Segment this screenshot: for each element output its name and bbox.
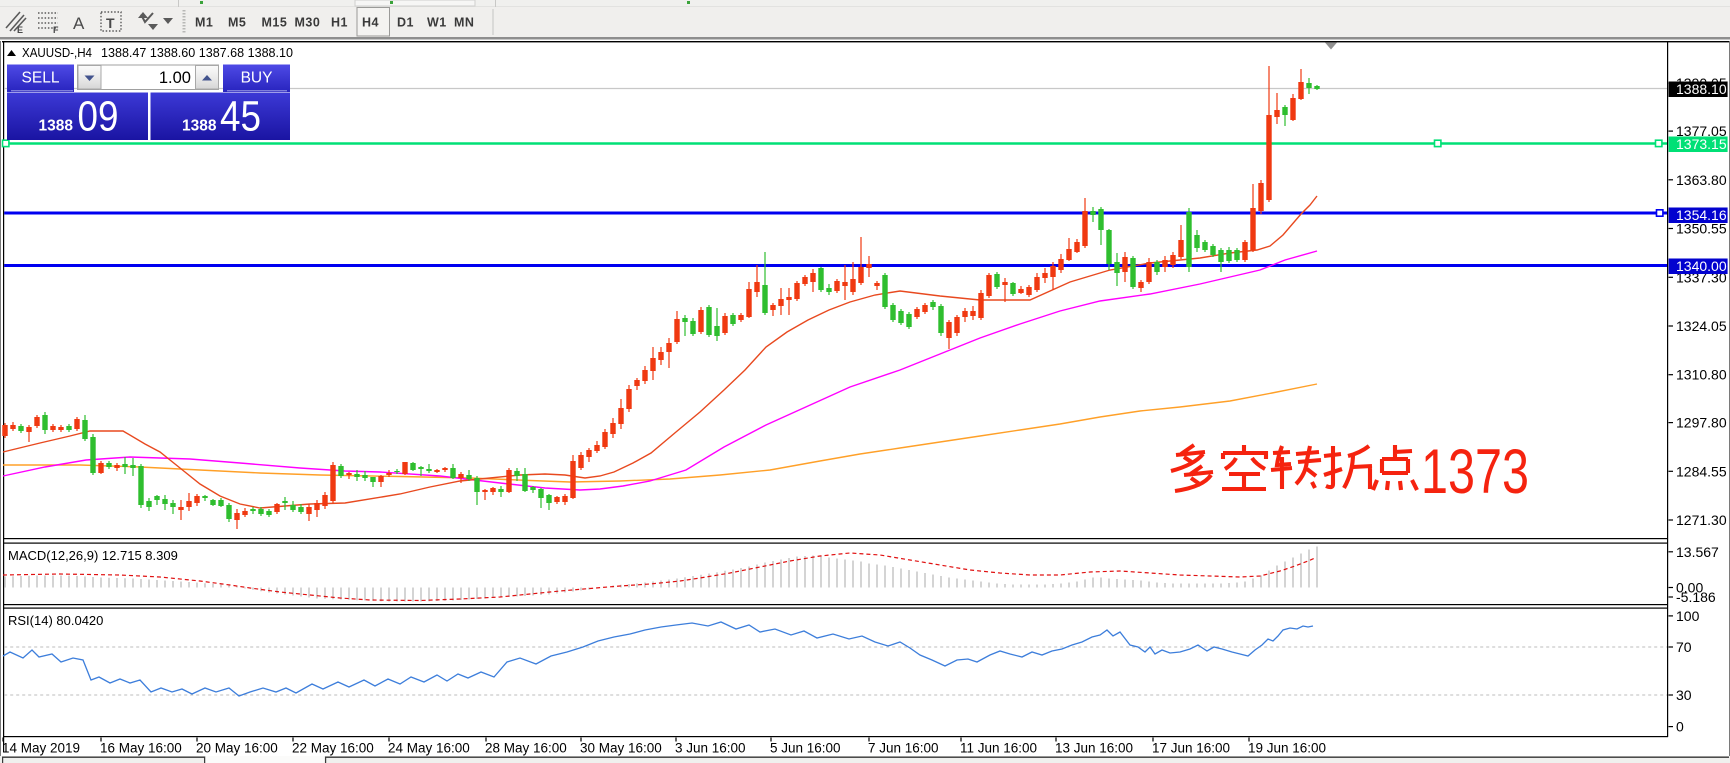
svg-text:1.00: 1.00 (159, 69, 191, 87)
svg-text:19 Jun 16:00: 19 Jun 16:00 (1248, 741, 1326, 756)
svg-text:100: 100 (1676, 608, 1700, 624)
svg-text:1350.55: 1350.55 (1676, 221, 1727, 237)
svg-text:1297.80: 1297.80 (1676, 415, 1727, 431)
svg-text:W1: W1 (427, 16, 447, 30)
svg-text:0.00: 0.00 (1676, 580, 1703, 596)
svg-text:1284.55: 1284.55 (1676, 463, 1727, 479)
svg-text:7 Jun 16:00: 7 Jun 16:00 (868, 741, 939, 756)
svg-text:0: 0 (1676, 719, 1684, 735)
svg-text:RSI(14) 80.0420: RSI(14) 80.0420 (8, 613, 103, 628)
svg-text:MN: MN (454, 16, 474, 30)
svg-text:11 Jun 16:00: 11 Jun 16:00 (960, 741, 1037, 756)
svg-text:M15: M15 (262, 16, 288, 30)
svg-text:1388: 1388 (39, 118, 74, 135)
svg-text:E: E (17, 25, 23, 35)
svg-text:1354.16: 1354.16 (1676, 207, 1727, 223)
svg-text:22 May 16:00: 22 May 16:00 (292, 741, 374, 756)
svg-text:16 May 16:00: 16 May 16:00 (100, 741, 182, 756)
svg-text:XAUUSD-,H4: XAUUSD-,H4 (22, 45, 92, 60)
svg-text:BUY: BUY (241, 70, 273, 87)
svg-text:5 Jun 16:00: 5 Jun 16:00 (770, 741, 841, 756)
svg-text:1324.05: 1324.05 (1676, 318, 1727, 334)
svg-text:1363.80: 1363.80 (1676, 172, 1727, 188)
svg-text:M5: M5 (228, 16, 246, 30)
svg-text:45: 45 (220, 93, 261, 141)
svg-text:SELL: SELL (22, 70, 60, 87)
svg-text:M30: M30 (295, 16, 321, 30)
svg-text:13 Jun 16:00: 13 Jun 16:00 (1055, 741, 1133, 756)
svg-text:24 May 16:00: 24 May 16:00 (388, 741, 470, 756)
svg-text:1340.00: 1340.00 (1676, 258, 1727, 274)
svg-text:1271.30: 1271.30 (1676, 512, 1727, 528)
svg-text:1388: 1388 (182, 118, 217, 135)
svg-text:1377.05: 1377.05 (1676, 123, 1727, 139)
svg-text:H1: H1 (331, 16, 348, 30)
svg-text:1388.47 1388.60 1387.68 1388.1: 1388.47 1388.60 1387.68 1388.10 (101, 45, 293, 60)
svg-text:13.567: 13.567 (1676, 544, 1719, 560)
svg-text:MACD(12,26,9) 12.715 8.309: MACD(12,26,9) 12.715 8.309 (8, 548, 178, 563)
svg-text:09: 09 (78, 93, 119, 141)
svg-text:30: 30 (1676, 687, 1692, 703)
svg-text:-5.186: -5.186 (1676, 589, 1716, 605)
svg-text:14 May 2019: 14 May 2019 (2, 741, 80, 756)
svg-text:30 May 16:00: 30 May 16:00 (580, 741, 662, 756)
svg-text:D1: D1 (397, 16, 414, 30)
svg-text:1310.80: 1310.80 (1676, 367, 1727, 383)
svg-text:20 May 16:00: 20 May 16:00 (196, 741, 278, 756)
svg-text:F: F (53, 25, 59, 35)
svg-text:28 May 16:00: 28 May 16:00 (485, 741, 567, 756)
svg-text:H4: H4 (362, 16, 379, 30)
svg-text:M1: M1 (195, 16, 213, 30)
svg-text:3 Jun 16:00: 3 Jun 16:00 (675, 741, 746, 756)
svg-text:T: T (106, 15, 115, 31)
svg-text:1373.15: 1373.15 (1676, 136, 1727, 152)
svg-text:1373: 1373 (1421, 437, 1529, 507)
svg-text:17 Jun 16:00: 17 Jun 16:00 (1152, 741, 1230, 756)
svg-text:A: A (73, 14, 85, 33)
svg-text:1388.10: 1388.10 (1676, 81, 1727, 97)
svg-text:70: 70 (1676, 639, 1692, 655)
